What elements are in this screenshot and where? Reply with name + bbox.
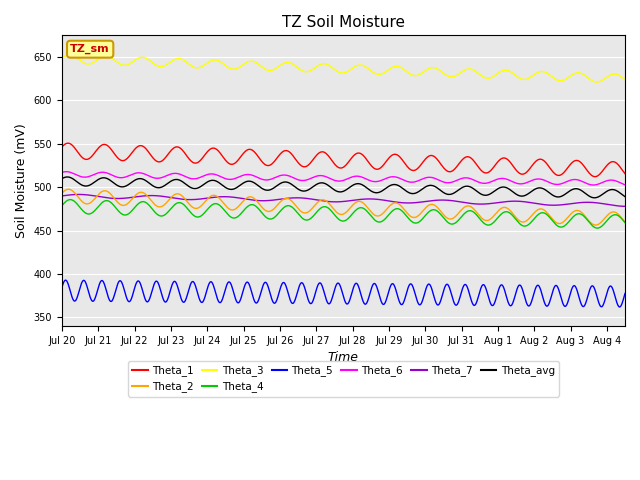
Theta_2 [317, 197, 325, 203]
Theta_1 [621, 171, 629, 177]
Theta_4 [87, 211, 95, 216]
Theta_avg [605, 187, 613, 193]
Theta_1 [605, 160, 613, 166]
Theta_7 [621, 204, 629, 209]
Theta_5 [58, 285, 66, 290]
Theta_4 [502, 209, 509, 215]
Theta_7 [605, 202, 612, 207]
Theta_7 [87, 192, 95, 198]
Theta_6 [58, 169, 66, 175]
Theta_1 [317, 149, 325, 155]
Theta_6 [605, 177, 613, 183]
Theta_avg [317, 180, 325, 186]
Theta_1 [502, 156, 509, 161]
Theta_avg [621, 194, 629, 200]
Theta_2 [605, 211, 613, 216]
Theta_6 [317, 173, 325, 179]
Theta_6 [605, 178, 612, 183]
Theta_3 [87, 60, 95, 66]
Theta_2 [502, 204, 509, 210]
Theta_1 [58, 144, 66, 150]
Theta_3 [66, 52, 74, 58]
Theta_4 [593, 225, 601, 231]
Theta_1 [591, 174, 599, 180]
Theta_3 [621, 77, 629, 83]
Line: Theta_6: Theta_6 [62, 172, 625, 185]
Theta_6 [621, 182, 629, 188]
Theta_4 [605, 215, 613, 221]
Theta_3 [593, 79, 601, 85]
Theta_5 [605, 285, 612, 290]
Theta_7 [317, 198, 325, 204]
Theta_2 [87, 200, 95, 205]
Theta_4 [317, 205, 325, 211]
Theta_2 [592, 222, 600, 228]
Theta_avg [502, 184, 509, 190]
Theta_1 [605, 160, 612, 166]
Theta_5 [332, 283, 340, 288]
Theta_4 [58, 203, 66, 208]
Line: Theta_4: Theta_4 [62, 200, 625, 228]
Theta_4 [621, 220, 629, 226]
Line: Theta_5: Theta_5 [62, 280, 625, 307]
Theta_6 [87, 173, 95, 179]
Theta_3 [317, 61, 325, 67]
Theta_5 [317, 281, 325, 287]
Theta_7 [332, 199, 340, 205]
Theta_6 [332, 178, 340, 184]
Theta_6 [589, 182, 597, 188]
X-axis label: Time: Time [328, 351, 359, 364]
Theta_4 [332, 214, 340, 219]
Line: Theta_7: Theta_7 [62, 194, 625, 206]
Line: Theta_1: Theta_1 [62, 143, 625, 177]
Theta_5 [616, 304, 623, 310]
Theta_2 [65, 186, 72, 192]
Line: Theta_2: Theta_2 [62, 189, 625, 225]
Theta_6 [502, 176, 509, 182]
Theta_2 [605, 211, 612, 217]
Theta_4 [67, 197, 74, 203]
Theta_1 [87, 154, 95, 160]
Theta_3 [605, 73, 613, 79]
Theta_3 [605, 73, 612, 79]
Theta_avg [332, 188, 340, 194]
Legend: Theta_1, Theta_2, Theta_3, Theta_4, Theta_5, Theta_6, Theta_7, Theta_avg: Theta_1, Theta_2, Theta_3, Theta_4, Thet… [128, 361, 559, 396]
Y-axis label: Soil Moisture (mV): Soil Moisture (mV) [15, 123, 28, 238]
Theta_avg [63, 174, 71, 180]
Theta_1 [332, 163, 340, 168]
Theta_avg [87, 181, 95, 187]
Theta_5 [605, 285, 612, 291]
Theta_avg [58, 176, 66, 181]
Theta_6 [62, 169, 70, 175]
Theta_3 [502, 67, 509, 73]
Theta_5 [621, 291, 629, 297]
Theta_3 [332, 68, 340, 73]
Theta_7 [502, 199, 509, 204]
Theta_7 [58, 193, 66, 199]
Theta_5 [87, 296, 95, 302]
Theta_4 [605, 216, 612, 221]
Theta_2 [58, 191, 66, 196]
Theta_7 [75, 192, 83, 197]
Line: Theta_3: Theta_3 [62, 55, 625, 82]
Theta_1 [64, 140, 72, 146]
Text: TZ_sm: TZ_sm [70, 44, 110, 54]
Theta_3 [58, 55, 66, 61]
Theta_2 [621, 219, 629, 225]
Theta_5 [61, 277, 69, 283]
Theta_avg [591, 195, 598, 201]
Theta_2 [332, 209, 340, 215]
Theta_avg [605, 187, 612, 193]
Theta_7 [605, 202, 612, 207]
Theta_5 [502, 290, 509, 296]
Title: TZ Soil Moisture: TZ Soil Moisture [282, 15, 405, 30]
Line: Theta_avg: Theta_avg [62, 177, 625, 198]
